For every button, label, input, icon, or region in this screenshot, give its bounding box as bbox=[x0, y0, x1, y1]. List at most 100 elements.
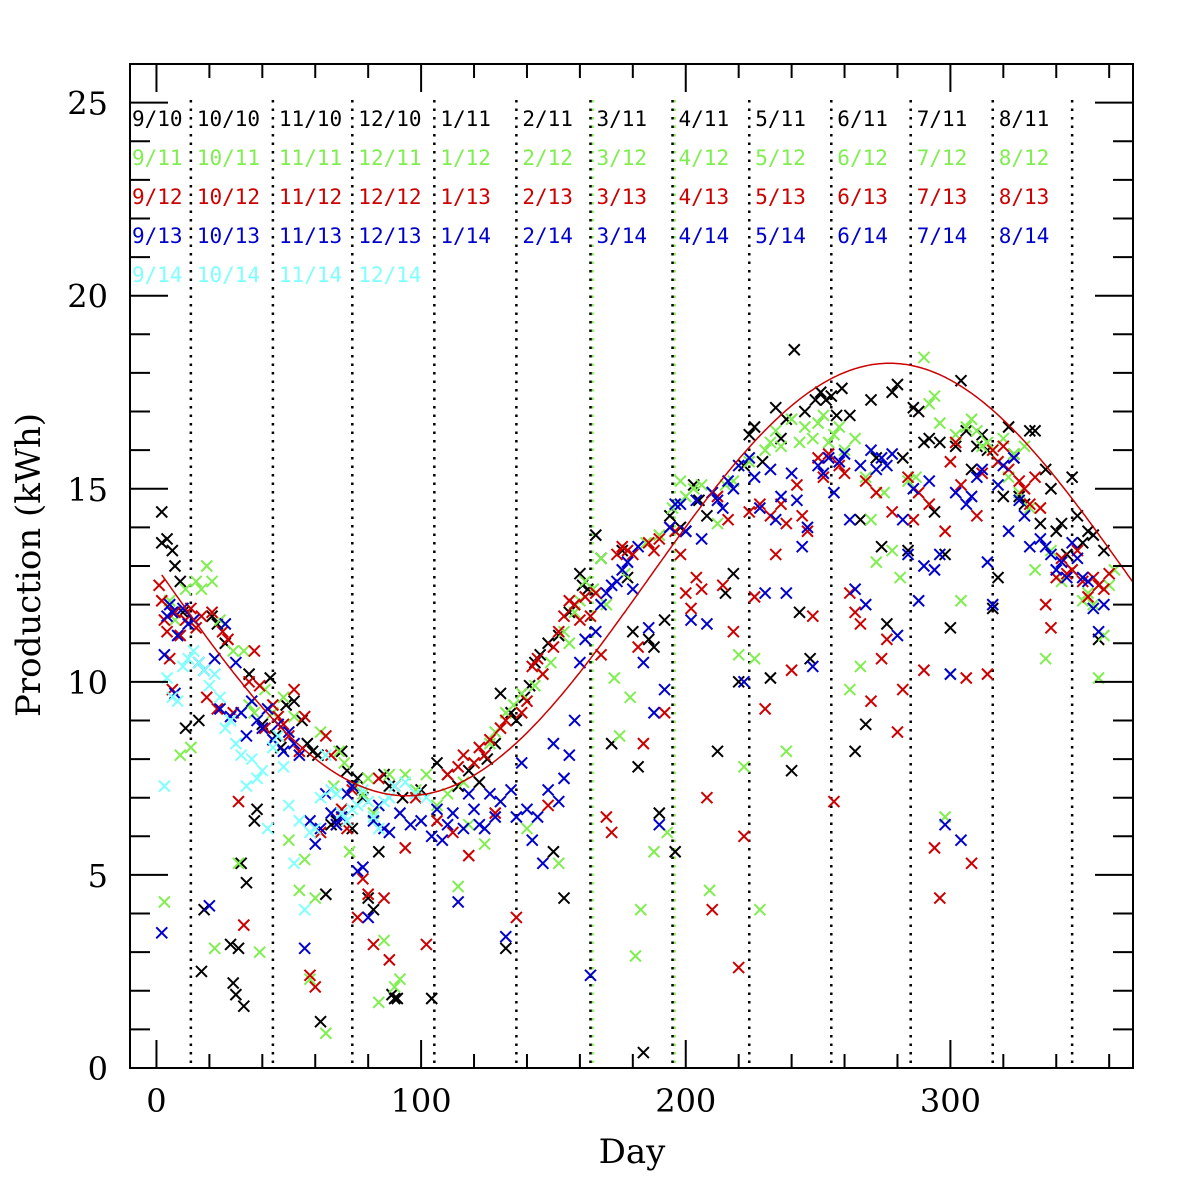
data-point bbox=[216, 625, 229, 638]
data-point bbox=[192, 714, 206, 727]
data-point bbox=[520, 803, 534, 816]
data-point bbox=[584, 969, 597, 982]
data-point bbox=[478, 837, 491, 851]
data-point bbox=[584, 609, 597, 623]
data-point bbox=[838, 447, 851, 461]
data-point bbox=[806, 609, 819, 623]
data-point bbox=[589, 528, 602, 542]
data-point bbox=[864, 443, 878, 457]
data-point bbox=[613, 729, 626, 743]
data-point bbox=[997, 490, 1010, 503]
y-tick-label: 15 bbox=[67, 471, 108, 509]
data-point bbox=[684, 602, 698, 615]
data-point bbox=[965, 490, 978, 503]
data-point bbox=[168, 606, 182, 619]
data-point bbox=[674, 498, 687, 511]
data-point bbox=[568, 714, 581, 727]
data-point bbox=[361, 772, 375, 785]
data-point bbox=[843, 513, 857, 526]
data-point bbox=[896, 451, 909, 465]
data-point bbox=[859, 470, 872, 484]
data-point bbox=[737, 760, 751, 774]
data-point bbox=[277, 718, 290, 731]
data-point bbox=[388, 779, 401, 793]
data-point bbox=[1076, 571, 1089, 584]
data-point bbox=[166, 606, 179, 619]
data-point bbox=[282, 833, 295, 847]
data-point bbox=[578, 590, 592, 604]
month-label: 11/14 bbox=[279, 263, 342, 287]
data-point bbox=[743, 455, 756, 468]
data-point bbox=[314, 822, 327, 835]
data-point bbox=[467, 756, 481, 770]
data-point bbox=[367, 903, 380, 916]
data-point bbox=[1050, 563, 1063, 577]
data-point bbox=[793, 436, 806, 449]
data-point bbox=[912, 486, 925, 499]
data-point bbox=[827, 428, 841, 441]
data-point bbox=[1081, 575, 1095, 588]
data-point bbox=[287, 683, 301, 696]
data-point bbox=[610, 575, 624, 588]
data-point bbox=[441, 768, 454, 781]
data-point bbox=[1055, 555, 1068, 569]
data-point bbox=[250, 714, 264, 727]
data-point bbox=[732, 648, 745, 662]
data-point bbox=[388, 992, 401, 1005]
data-point bbox=[758, 702, 772, 716]
data-point bbox=[626, 582, 640, 596]
data-point bbox=[981, 555, 994, 569]
data-point bbox=[277, 691, 290, 704]
data-point bbox=[234, 749, 248, 762]
data-point bbox=[809, 393, 822, 407]
month-label: 12/11 bbox=[358, 146, 421, 170]
data-point bbox=[563, 749, 576, 762]
data-point bbox=[825, 389, 838, 403]
series-4 bbox=[158, 644, 433, 916]
data-point bbox=[205, 575, 219, 588]
month-label: 9/14 bbox=[132, 263, 183, 287]
data-point bbox=[711, 490, 724, 503]
month-label: 9/12 bbox=[132, 185, 183, 209]
data-point bbox=[637, 656, 650, 669]
data-point bbox=[817, 467, 830, 480]
data-point bbox=[446, 826, 460, 839]
data-point bbox=[573, 594, 587, 607]
data-point bbox=[827, 795, 841, 808]
data-point bbox=[885, 544, 899, 557]
data-point bbox=[483, 737, 497, 750]
data-point bbox=[679, 586, 692, 600]
data-point bbox=[647, 640, 661, 654]
data-point bbox=[960, 671, 973, 685]
data-point bbox=[721, 513, 735, 526]
data-point bbox=[1023, 501, 1036, 515]
month-label: 10/13 bbox=[197, 224, 260, 248]
data-point bbox=[954, 833, 968, 847]
data-point bbox=[388, 980, 401, 994]
data-point bbox=[901, 474, 915, 488]
data-point bbox=[732, 961, 745, 974]
data-point bbox=[237, 918, 251, 932]
data-point bbox=[237, 644, 251, 658]
data-point bbox=[361, 911, 375, 924]
data-point bbox=[875, 451, 888, 465]
data-point bbox=[896, 513, 909, 526]
data-point bbox=[478, 822, 491, 835]
data-point bbox=[854, 513, 867, 526]
data-point bbox=[351, 911, 364, 924]
data-point bbox=[917, 664, 931, 677]
data-point bbox=[748, 470, 761, 484]
data-point bbox=[179, 721, 192, 735]
y-tick-label: 20 bbox=[67, 278, 108, 316]
data-point bbox=[811, 416, 825, 430]
data-point bbox=[848, 432, 862, 445]
data-point bbox=[541, 637, 555, 650]
data-point bbox=[494, 721, 507, 735]
data-point bbox=[489, 806, 502, 820]
data-point bbox=[462, 849, 475, 862]
data-point bbox=[160, 532, 174, 546]
data-point bbox=[626, 625, 640, 638]
data-point bbox=[224, 938, 237, 951]
data-point bbox=[383, 768, 396, 781]
data-point bbox=[1018, 498, 1031, 511]
